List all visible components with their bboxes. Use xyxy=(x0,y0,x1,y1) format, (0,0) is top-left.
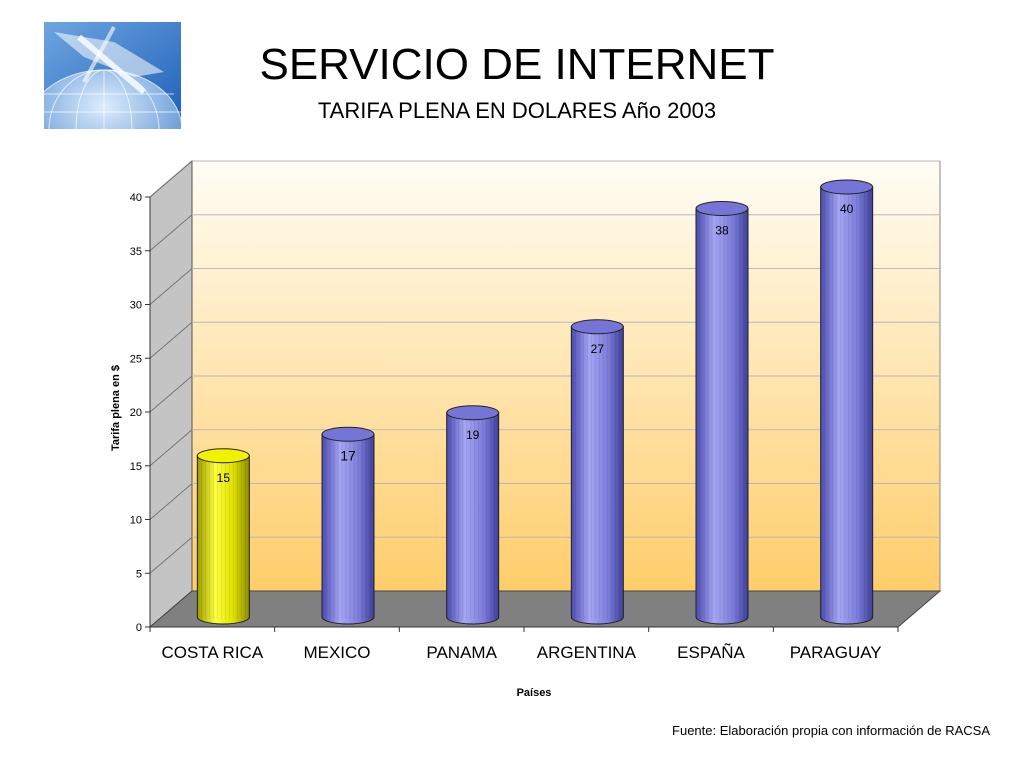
data-label: 40 xyxy=(840,202,854,216)
data-label: 17 xyxy=(340,447,356,463)
gridline-side xyxy=(149,160,193,198)
y-tick-label: 25 xyxy=(130,353,142,365)
x-tick-label: PARAGUAY xyxy=(790,643,882,662)
gridline-side xyxy=(149,429,193,467)
y-tick-label: 15 xyxy=(130,461,142,473)
bar-5 xyxy=(820,186,874,625)
gridline-side xyxy=(149,321,193,359)
gridline-side xyxy=(149,536,193,574)
bar-top-0 xyxy=(196,448,250,464)
x-tick-label: ARGENTINA xyxy=(537,643,637,662)
bar-top-4 xyxy=(695,201,749,216)
x-tick-label: MEXICO xyxy=(303,643,370,662)
page-subtitle: TARIFA PLENA EN DOLARES Año 2003 xyxy=(317,98,717,123)
bar-0 xyxy=(196,455,250,625)
x-axis-title: Países xyxy=(517,687,552,699)
x-tick-label: PANAMA xyxy=(426,643,497,662)
data-label: 19 xyxy=(466,428,480,442)
y-tick-label: 30 xyxy=(130,300,142,312)
y-tick-label: 5 xyxy=(136,568,142,580)
bar-1 xyxy=(321,433,375,625)
bar-4 xyxy=(695,208,749,625)
y-tick-label: 40 xyxy=(130,192,142,204)
bar-2 xyxy=(446,412,500,625)
bar-top-3 xyxy=(570,319,624,335)
gridline-side xyxy=(149,483,193,520)
bar-top-2 xyxy=(446,405,500,421)
x-tick-label: ESPAÑA xyxy=(677,643,745,662)
bar-top-5 xyxy=(820,179,874,195)
y-axis-title: Tarifa plena en $ xyxy=(110,365,122,451)
gridline-side xyxy=(149,268,193,305)
y-tick-label: 0 xyxy=(136,622,142,634)
gridline-side xyxy=(149,214,193,252)
bar-3 xyxy=(570,326,624,625)
y-tick-label: 20 xyxy=(130,407,142,419)
source-note: Fuente: Elaboración propia con informaci… xyxy=(672,723,990,738)
page-title: SERVICIO DE INTERNET xyxy=(259,40,775,89)
chart: 0 5 10 15 20 25 30 35 40 Tarifa plena en $ 15 17 19 2… xyxy=(110,159,942,699)
y-tick-label: 10 xyxy=(130,515,142,527)
y-tick-label: 35 xyxy=(130,246,142,258)
bar-top-1 xyxy=(321,426,375,442)
x-tick-label: COSTA RICA xyxy=(161,643,263,662)
gridline-side xyxy=(149,375,193,413)
data-label: 27 xyxy=(591,342,605,356)
data-label: 15 xyxy=(217,471,231,485)
data-label: 38 xyxy=(715,224,729,238)
